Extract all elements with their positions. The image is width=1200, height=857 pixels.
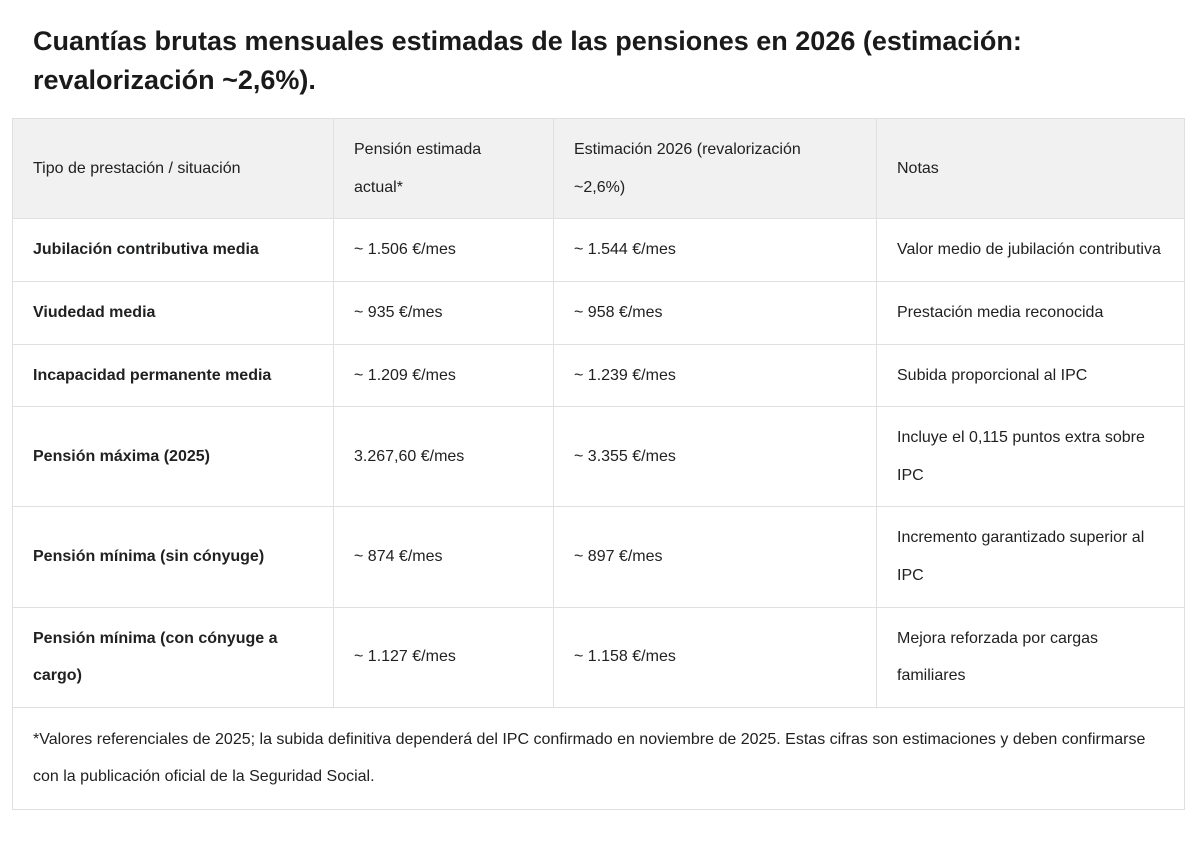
table-footnote: *Valores referenciales de 2025; la subid… (12, 706, 1185, 811)
table-row: Jubilación contributiva media ~ 1.506 €/… (12, 218, 1185, 283)
column-header-tipo: Tipo de prestación / situación (12, 118, 334, 220)
cell-tipo: Pensión mínima (con cónyuge a cargo) (12, 606, 334, 708)
table-row: Viudedad media ~ 935 €/mes ~ 958 €/mes P… (12, 281, 1185, 345)
table-footnote-row: *Valores referenciales de 2025; la subid… (12, 706, 1185, 811)
page-title: Cuantías brutas mensuales estimadas de l… (33, 26, 1022, 96)
cell-estimacion-2026: ~ 958 €/mes (553, 281, 877, 345)
table-header-row: Tipo de prestación / situación Pensión e… (12, 118, 1185, 220)
cell-pension-actual: ~ 935 €/mes (333, 281, 554, 345)
cell-estimacion-2026: ~ 1.158 €/mes (553, 606, 877, 708)
cell-estimacion-2026: ~ 1.544 €/mes (553, 218, 877, 283)
cell-pension-actual: 3.267,60 €/mes (333, 406, 554, 508)
cell-notas: Subida proporcional al IPC (876, 343, 1185, 408)
table-row: Pensión máxima (2025) 3.267,60 €/mes ~ 3… (12, 406, 1185, 508)
column-header-pension-actual: Pensión estimada actual* (333, 118, 554, 220)
cell-pension-actual: ~ 874 €/mes (333, 506, 554, 608)
cell-estimacion-2026: ~ 897 €/mes (553, 506, 877, 608)
cell-tipo: Viudedad media (12, 281, 334, 345)
cell-notas: Incremento garantizado superior al IPC (876, 506, 1185, 608)
cell-tipo: Pensión máxima (2025) (12, 406, 334, 508)
column-header-estimacion-2026: Estimación 2026 (revalorización ~2,6%) (553, 118, 877, 220)
table-row: Pensión mínima (con cónyuge a cargo) ~ 1… (12, 606, 1185, 708)
pensions-table: Tipo de prestación / situación Pensión e… (12, 118, 1185, 811)
cell-pension-actual: ~ 1.209 €/mes (333, 343, 554, 408)
column-header-notas: Notas (876, 118, 1185, 220)
cell-pension-actual: ~ 1.506 €/mes (333, 218, 554, 283)
cell-pension-actual: ~ 1.127 €/mes (333, 606, 554, 708)
cell-tipo: Jubilación contributiva media (12, 218, 334, 283)
cell-notas: Incluye el 0,115 puntos extra sobre IPC (876, 406, 1185, 508)
cell-tipo: Pensión mínima (sin cónyuge) (12, 506, 334, 608)
cell-tipo: Incapacidad permanente media (12, 343, 334, 408)
cell-notas: Prestación media reconocida (876, 281, 1185, 345)
table-row: Incapacidad permanente media ~ 1.209 €/m… (12, 343, 1185, 408)
cell-notas: Valor medio de jubilación contributiva (876, 218, 1185, 283)
cell-estimacion-2026: ~ 1.239 €/mes (553, 343, 877, 408)
cell-notas: Mejora reforzada por cargas familiares (876, 606, 1185, 708)
cell-estimacion-2026: ~ 3.355 €/mes (553, 406, 877, 508)
table-row: Pensión mínima (sin cónyuge) ~ 874 €/mes… (12, 506, 1185, 608)
